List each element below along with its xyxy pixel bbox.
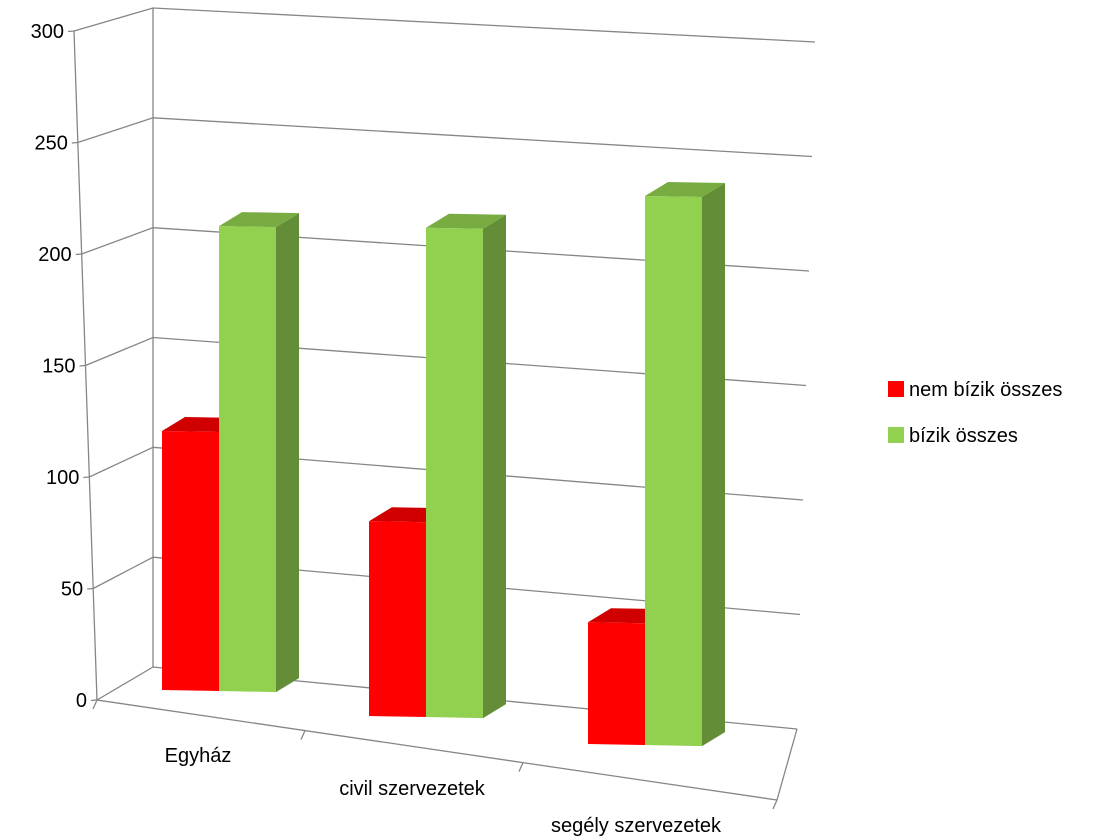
x-tick-label: Egyház [165,745,232,767]
legend-swatch [888,427,904,443]
y-tick-label: 250 [34,133,67,155]
gridline [89,446,804,501]
bar-side-face [483,214,506,719]
bars [162,182,725,747]
gridlines [67,7,816,730]
gridline [96,666,798,730]
bar-front-face [588,622,645,745]
y-tick-mark [87,587,94,590]
gridline [92,556,801,616]
y-tick-mark [67,30,75,33]
x-axis-ticks: Egyház civil szervezetek segély szervezete… [92,699,778,837]
bar-bizik-0 [219,212,299,693]
bar-side-face [276,213,299,693]
y-tick-label: 100 [46,467,79,489]
bar-front-face [219,226,276,693]
y-tick-label: 300 [31,21,64,43]
x-tick-mark [92,699,98,710]
bar-top-face [645,182,725,197]
y-tick-mark [75,253,82,256]
y-tick-mark [71,141,78,144]
y-tick-label: 200 [38,244,71,266]
gridline [77,117,813,158]
y-tick-mark [90,699,98,702]
bar-front-face [162,431,219,691]
legend-swatch [888,381,904,397]
legend: nem bízik összes bízik összes [888,379,1062,447]
bar-front-face [645,196,702,747]
y-tick-label: 0 [76,690,87,712]
y-tick-mark [79,364,86,367]
x-tick-label: segély szervezetek [551,815,722,837]
gridline [73,7,816,43]
bar-bizik-1 [426,213,506,719]
gridline [81,227,810,272]
x-tick-mark [300,730,306,740]
y-tick-label: 150 [42,356,75,378]
bar-front-face [426,227,483,719]
bar-top-face [219,212,299,228]
y-tick-mark [83,476,90,479]
bar-top-face [426,213,506,229]
y-tick-label: 50 [61,579,83,601]
bar-front-face [369,521,426,717]
legend-label: nem bízik összes [909,379,1062,401]
x-tick-mark [518,762,524,772]
legend-label: bízik összes [909,425,1018,447]
x-tick-mark [772,799,778,810]
bar-bizik-2 [645,182,725,747]
y-axis-ticks: 0 50 100 150 200 250 300 [31,21,87,712]
bar-side-face [702,183,725,747]
x-tick-label: civil szervezetek [339,778,486,800]
gridline [85,336,807,387]
